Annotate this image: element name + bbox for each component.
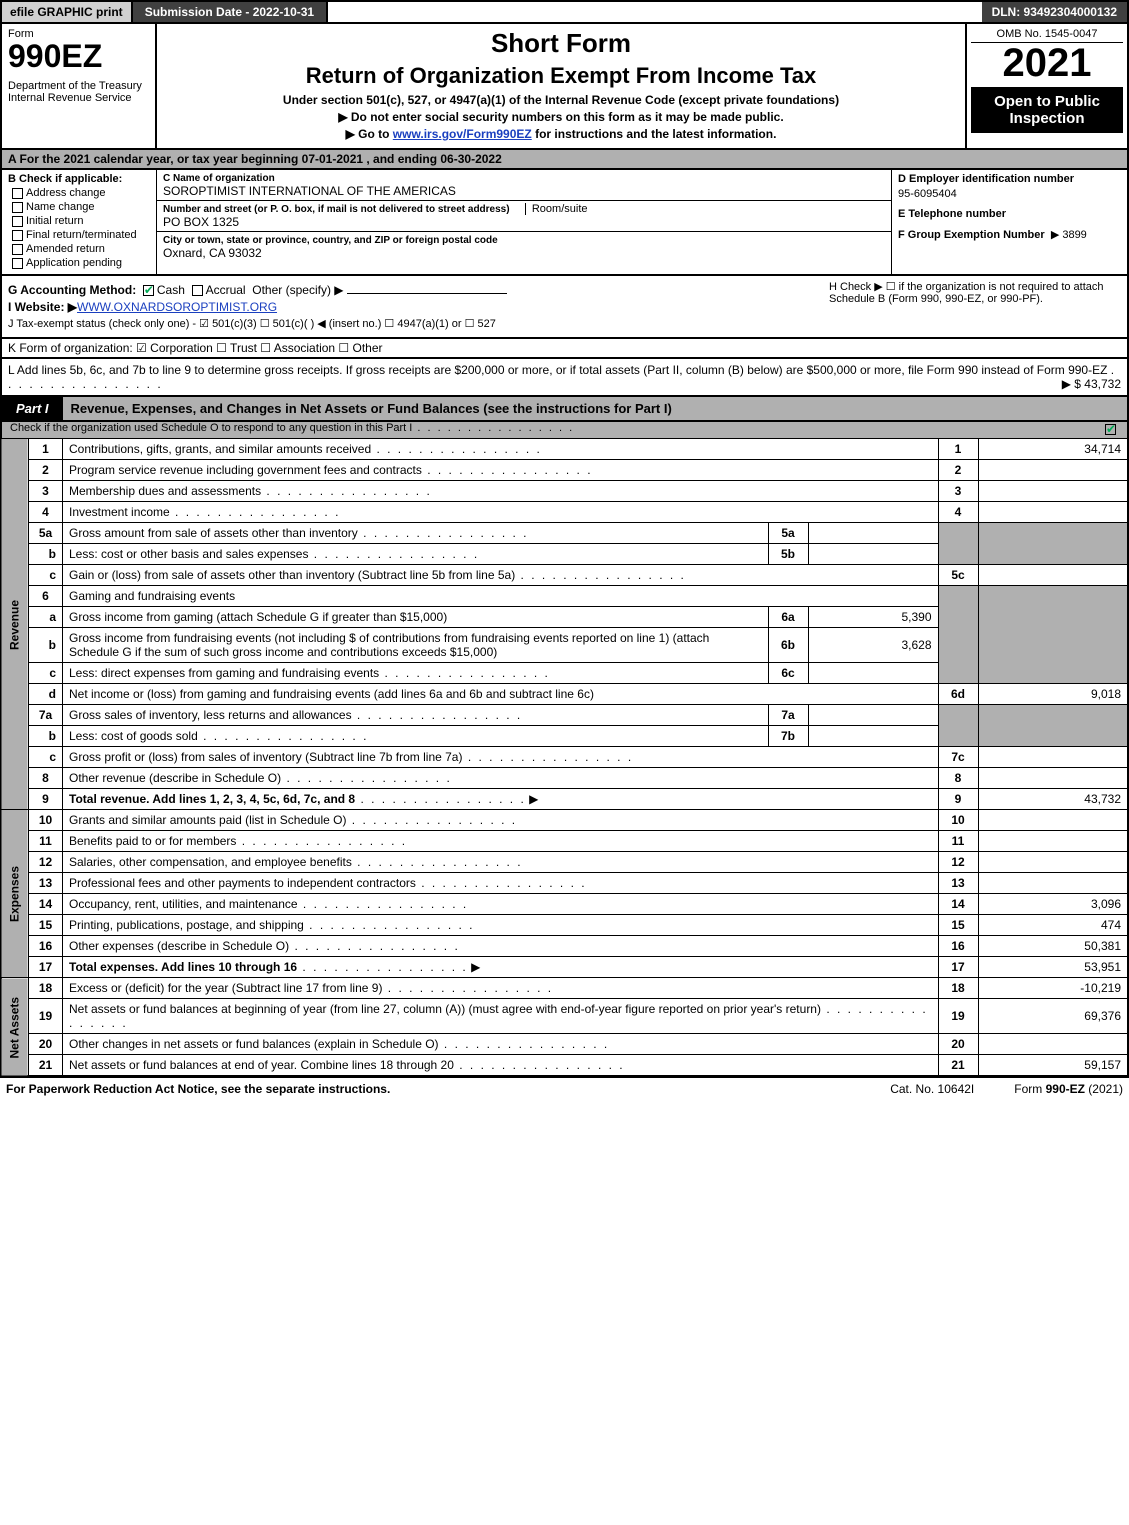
grp-num: ▶ 3899 — [1051, 229, 1087, 241]
ein: 95-6095404 — [898, 188, 1121, 200]
header-left: Form 990EZ Department of the Treasury In… — [2, 24, 157, 148]
under-section: Under section 501(c), 527, or 4947(a)(1)… — [165, 93, 957, 107]
line-j: J Tax-exempt status (check only one) - ☑… — [8, 317, 1121, 330]
amt-1: 34,714 — [978, 439, 1128, 460]
section-bcdef: B Check if applicable: Address change Na… — [0, 170, 1129, 276]
section-c: C Name of organization SOROPTIMIST INTER… — [157, 170, 892, 274]
amt-6d: 9,018 — [978, 684, 1128, 705]
chk-address-change[interactable]: Address change — [8, 187, 150, 199]
form-title: Return of Organization Exempt From Incom… — [165, 63, 957, 89]
amt-15: 474 — [978, 915, 1128, 936]
short-form-title: Short Form — [165, 28, 957, 59]
tel-lbl: E Telephone number — [898, 208, 1121, 220]
side-netassets: Net Assets — [1, 978, 29, 1077]
b-header: B Check if applicable: — [8, 173, 122, 185]
form-number: 990EZ — [8, 40, 149, 72]
org-name: SOROPTIMIST INTERNATIONAL OF THE AMERICA… — [163, 184, 456, 198]
chk-accrual[interactable] — [192, 285, 203, 296]
val-6b: 3,628 — [808, 628, 938, 663]
department: Department of the Treasury Internal Reve… — [8, 80, 149, 104]
chk-amended[interactable]: Amended return — [8, 243, 150, 255]
irs-link[interactable]: www.irs.gov/Form990EZ — [393, 127, 532, 141]
dln: DLN: 93492304000132 — [982, 2, 1127, 22]
side-revenue: Revenue — [1, 439, 29, 810]
amt-16: 50,381 — [978, 936, 1128, 957]
section-ghij: H Check ▶ ☐ if the organization is not r… — [0, 276, 1129, 339]
amt-18: -10,219 — [978, 978, 1128, 999]
goto-post: for instructions and the latest informat… — [532, 127, 777, 141]
c-street-lbl: Number and street (or P. O. box, if mail… — [163, 204, 510, 215]
goto-note: ▶ Go to www.irs.gov/Form990EZ for instru… — [165, 127, 957, 141]
chk-pending[interactable]: Application pending — [8, 257, 150, 269]
header-center: Short Form Return of Organization Exempt… — [157, 24, 967, 148]
chk-cash[interactable] — [143, 285, 154, 296]
top-bar: efile GRAPHIC print Submission Date - 20… — [0, 0, 1129, 24]
goto-pre: ▶ Go to — [346, 127, 393, 141]
amt-21: 59,157 — [978, 1055, 1128, 1077]
part1-title: Revenue, Expenses, and Changes in Net As… — [63, 397, 1127, 420]
l-amount: ▶ $ 43,732 — [1062, 377, 1121, 391]
amt-9: 43,732 — [978, 789, 1128, 810]
line-k: K Form of organization: ☑ Corporation ☐ … — [0, 339, 1129, 359]
grp-lbl: F Group Exemption Number — [898, 229, 1045, 241]
part1-tab: Part I — [2, 397, 63, 420]
chk-final-return[interactable]: Final return/terminated — [8, 229, 150, 241]
part1-sub: Check if the organization used Schedule … — [0, 422, 1129, 438]
form-header: Form 990EZ Department of the Treasury In… — [0, 24, 1129, 150]
line-a: A For the 2021 calendar year, or tax yea… — [0, 150, 1129, 170]
efile-label: efile GRAPHIC print — [2, 2, 133, 22]
chk-initial-return[interactable]: Initial return — [8, 215, 150, 227]
org-city: Oxnard, CA 93032 — [163, 246, 262, 260]
footer-cat: Cat. No. 10642I — [890, 1082, 974, 1096]
c-city-lbl: City or town, state or province, country… — [163, 235, 498, 246]
room-lbl: Room/suite — [525, 203, 588, 215]
footer-left: For Paperwork Reduction Act Notice, see … — [6, 1082, 390, 1096]
org-street: PO BOX 1325 — [163, 215, 239, 229]
submission-date: Submission Date - 2022-10-31 — [133, 2, 328, 22]
val-6a: 5,390 — [808, 607, 938, 628]
page-footer: For Paperwork Reduction Act Notice, see … — [0, 1077, 1129, 1100]
line-l: L Add lines 5b, 6c, and 7b to line 9 to … — [0, 359, 1129, 397]
c-name-lbl: C Name of organization — [163, 173, 275, 184]
chk-schedule-o[interactable] — [1105, 424, 1116, 435]
amt-19: 69,376 — [978, 999, 1128, 1034]
part1-table: Revenue 1 Contributions, gifts, grants, … — [0, 438, 1129, 1077]
chk-name-change[interactable]: Name change — [8, 201, 150, 213]
section-b: B Check if applicable: Address change Na… — [2, 170, 157, 274]
section-def: D Employer identification number 95-6095… — [892, 170, 1127, 274]
open-inspection: Open to Public Inspection — [971, 87, 1123, 133]
line-h: H Check ▶ ☐ if the organization is not r… — [821, 280, 1121, 305]
ein-lbl: D Employer identification number — [898, 173, 1121, 185]
ssn-warning: ▶ Do not enter social security numbers o… — [165, 110, 957, 124]
amt-17: 53,951 — [978, 957, 1128, 978]
website-link[interactable]: WWW.OXNARDSOROPTIMIST.ORG — [77, 300, 277, 314]
amt-14: 3,096 — [978, 894, 1128, 915]
header-right: OMB No. 1545-0047 2021 Open to Public In… — [967, 24, 1127, 148]
part1-header: Part I Revenue, Expenses, and Changes in… — [0, 397, 1129, 422]
footer-right: Form 990-EZ (2021) — [1014, 1082, 1123, 1096]
tax-year: 2021 — [971, 43, 1123, 83]
side-expenses: Expenses — [1, 810, 29, 978]
